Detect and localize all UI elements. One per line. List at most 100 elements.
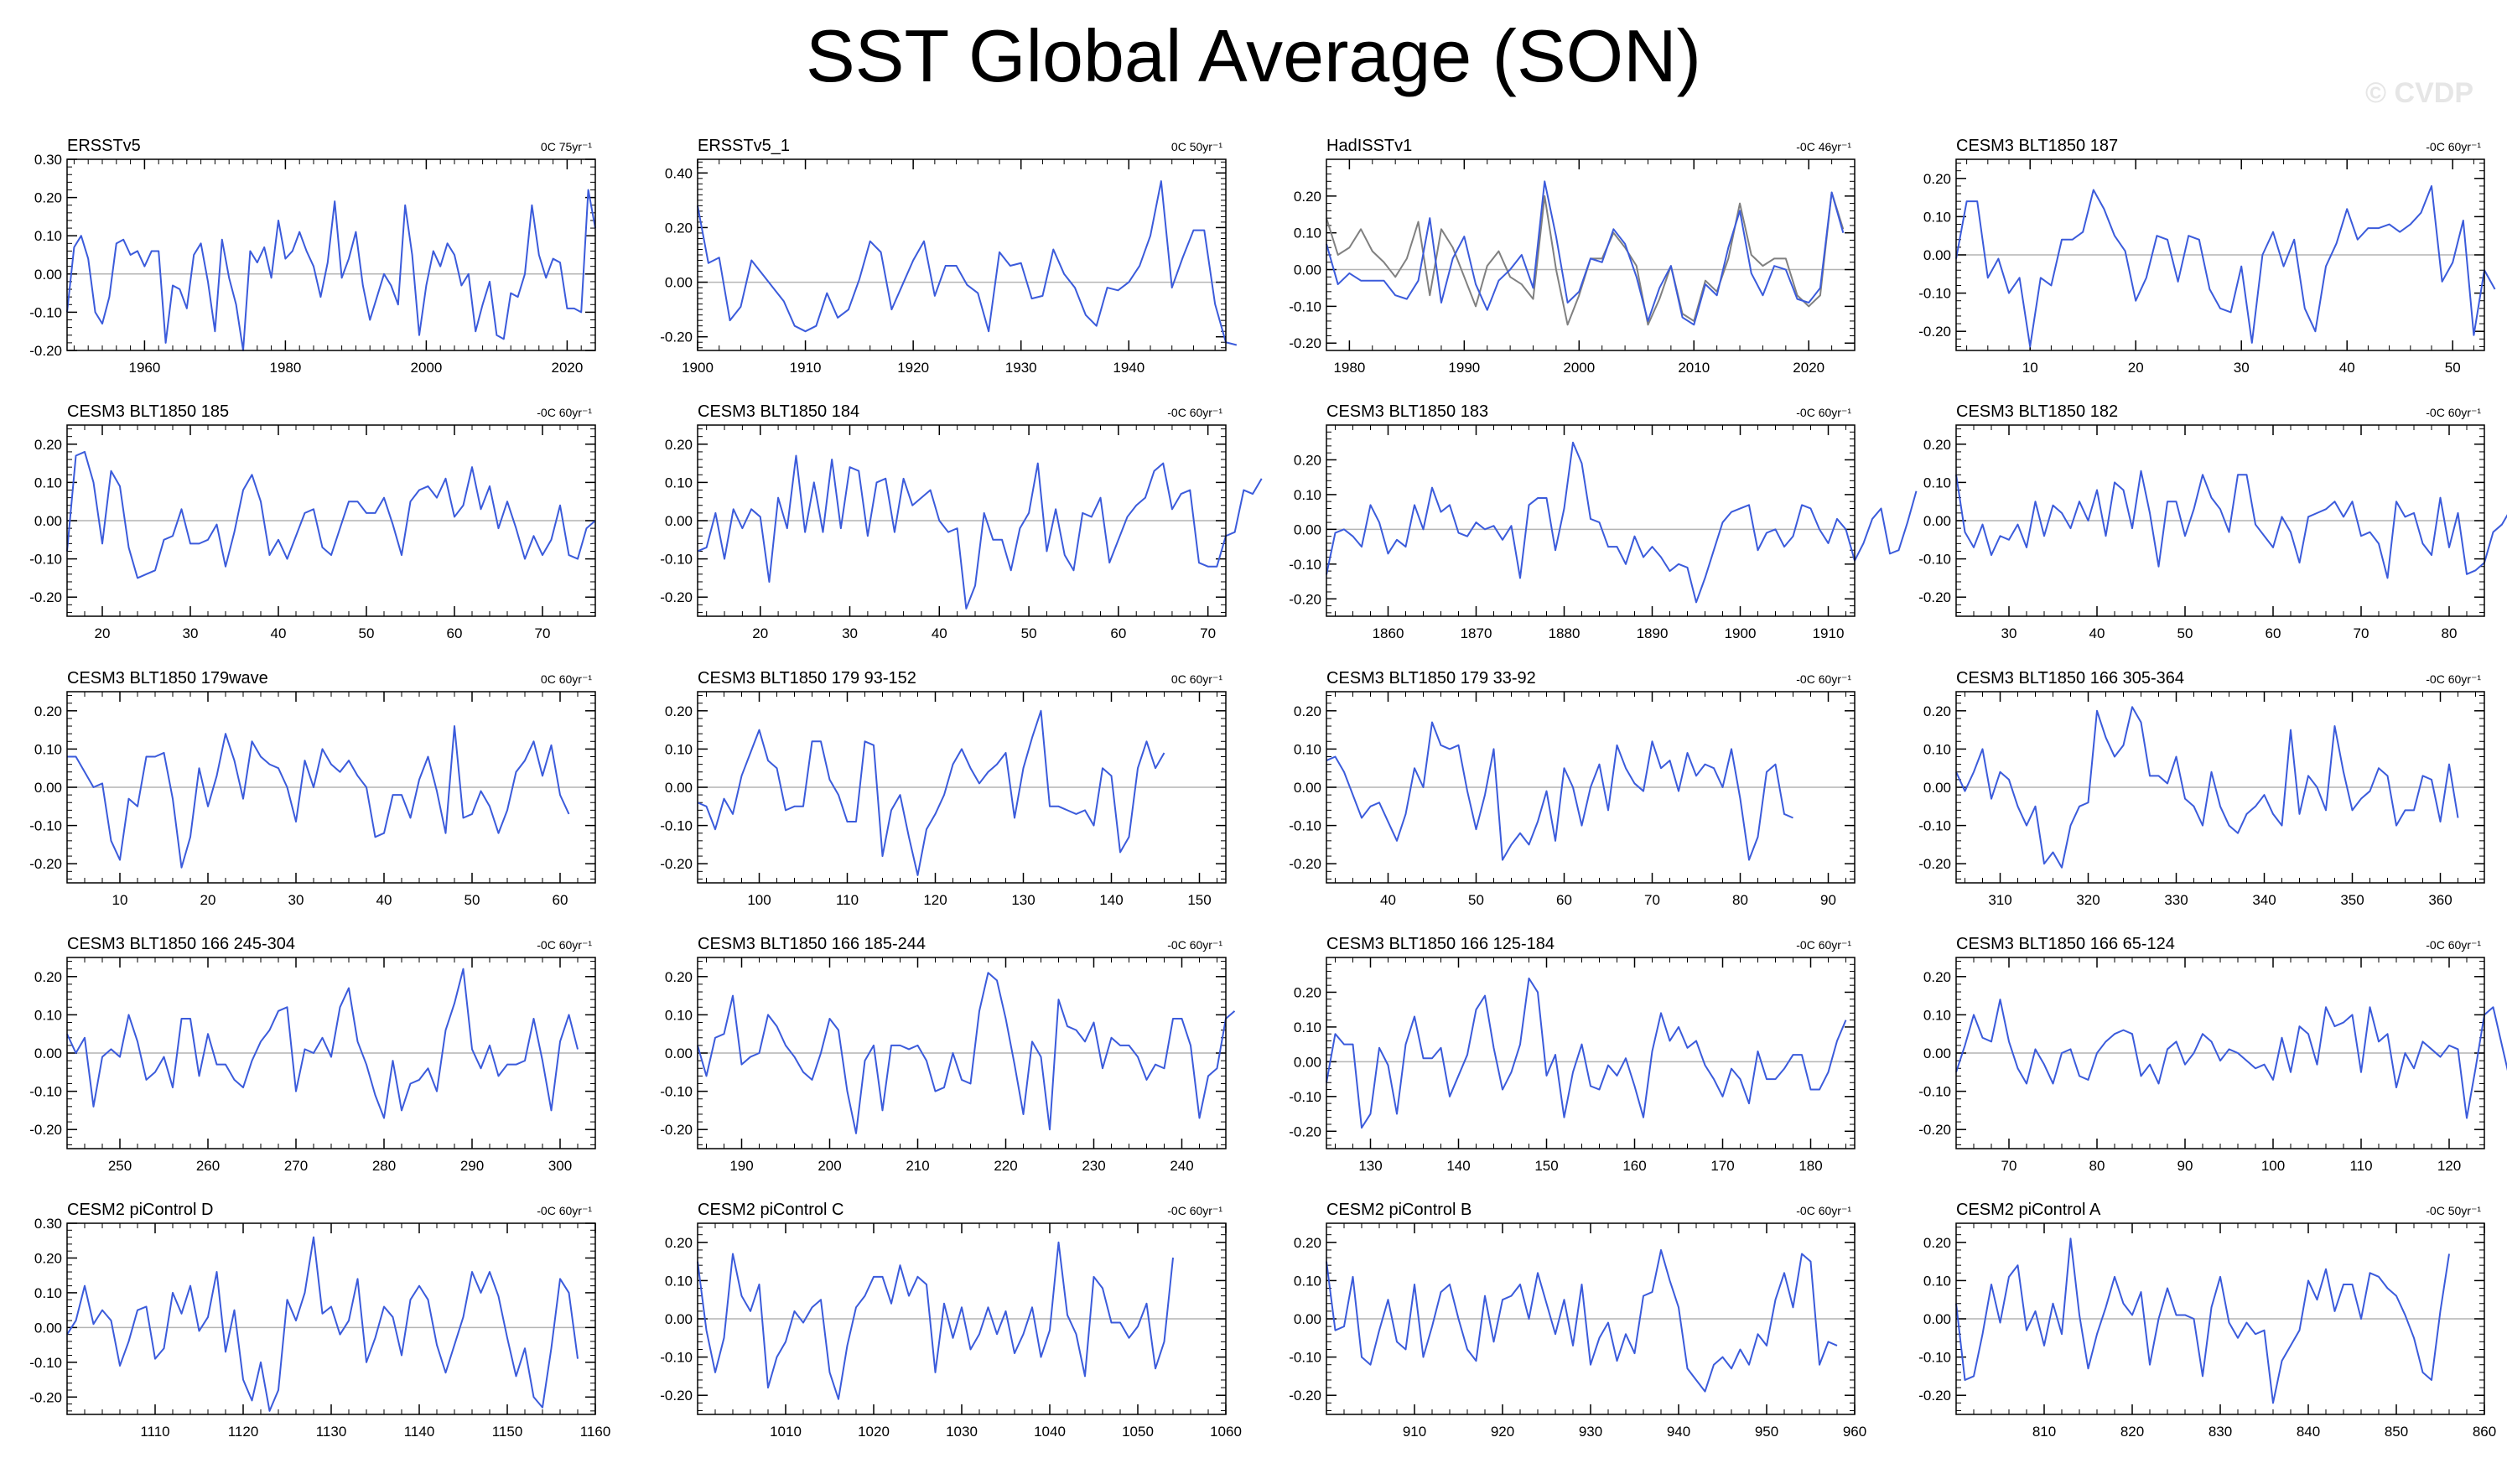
x-tick-label: 50 [1468,892,1484,908]
x-tick-label: 100 [747,892,771,908]
trend-note: -0C 60yr⁻¹ [2426,406,2481,419]
x-tick-label: 130 [1011,892,1035,908]
series-line [697,1241,1174,1400]
x-tick-label: 1140 [404,1424,435,1440]
y-tick-label: -0.10 [29,1084,62,1100]
chart-panel: ERSSTv5_1 0C 50yr⁻¹ -0.20 0.00 0.20 0.40 1900 1… [660,137,1238,376]
y-tick-label: 0.20 [1923,1235,1951,1251]
x-tick-label: 320 [2076,892,2100,908]
series-line [697,972,1236,1134]
series-line [1955,999,2507,1119]
y-tick-label: 0.00 [665,513,693,529]
trend-note: 0C 75yr⁻¹ [541,140,592,153]
x-tick-label: 70 [535,625,551,641]
x-tick-label: 860 [2473,1424,2496,1440]
plot-frame [1955,691,2485,884]
panel-title: CESM3 BLT1850 166 125-184 [1326,935,1555,953]
series-line [66,450,596,579]
y-tick-label: 0.00 [34,1046,62,1061]
plot-frame [1326,691,1856,884]
y-tick-label: 0.20 [34,1250,62,1266]
y-tick-label: -0.10 [1289,298,1321,314]
y-tick-label: 0.20 [1294,189,1321,205]
x-tick-label: 130 [1358,1158,1382,1174]
x-tick-label: 20 [752,625,768,641]
x-tick-label: 820 [2120,1424,2144,1440]
y-tick-label: 0.10 [1294,226,1321,241]
x-tick-label: 1900 [1725,625,1757,641]
chart-panel: CESM3 BLT1850 185 -0C 60yr⁻¹ -0.20 -0.10 0.0… [29,402,596,641]
chart-panel: CESM3 BLT1850 166 245-304 -0C 60yr⁻¹ -0.20… [29,935,596,1174]
y-tick-label: 0.20 [1923,171,1951,187]
y-tick-label: 0.20 [1923,703,1951,719]
y-tick-label: 0.20 [34,190,62,206]
x-tick-label: 810 [2032,1424,2056,1440]
y-tick-label: -0.20 [1918,856,1951,872]
x-tick-label: 10 [2022,360,2038,376]
y-tick-label: -0.20 [1289,1123,1321,1139]
y-tick-label: 0.00 [1294,262,1321,278]
y-tick-label: 0.20 [34,703,62,719]
x-tick-label: 30 [288,892,304,908]
chart-panel: CESM3 BLT1850 179 93-152 0C 60yr⁻¹ -0.20 -0… [660,669,1227,908]
y-tick-label: -0.10 [29,1355,62,1371]
y-tick-label: -0.20 [1289,1388,1321,1404]
y-tick-label: -0.10 [1918,818,1951,834]
y-tick-label: 0.00 [665,1311,693,1327]
chart-panel: CESM3 BLT1850 166 65-124 -0C 60yr⁻¹ -0.20 -… [1918,935,2507,1174]
x-tick-label: 240 [1170,1158,1193,1174]
plot-frame [66,424,596,617]
plot-frame [66,158,596,351]
plot-frame [697,691,1227,884]
plot-frame [66,691,596,884]
x-tick-label: 2000 [1563,360,1595,376]
plot-frame [1326,957,1856,1149]
panel-title: CESM3 BLT1850 179 33-92 [1326,669,1536,688]
x-tick-label: 260 [196,1158,220,1174]
y-tick-label: 0.10 [1923,1007,1951,1023]
y-tick-label: 0.20 [1294,452,1321,468]
panel-title: CESM3 BLT1850 166 185-244 [698,935,926,953]
x-tick-label: 160 [1622,1158,1646,1174]
panel-title: CESM3 BLT1850 166 305-364 [1956,669,2184,688]
trend-note: -0C 60yr⁻¹ [537,406,592,419]
x-tick-label: 150 [1534,1158,1558,1174]
chart-panel: CESM2 piControl A -0C 50yr⁻¹ -0.20 -0.10 0.0… [1918,1201,2496,1440]
x-tick-label: 1910 [1813,625,1845,641]
x-tick-label: 1050 [1122,1424,1154,1440]
x-tick-label: 1130 [316,1424,347,1440]
x-tick-label: 830 [2209,1424,2232,1440]
y-tick-label: 0.10 [1923,209,1951,225]
y-tick-label: -0.10 [29,552,62,568]
x-tick-label: 50 [2445,360,2461,376]
series-line [1955,706,2459,869]
y-tick-label: 0.20 [665,969,693,985]
y-tick-label: -0.10 [1289,1089,1321,1105]
x-tick-label: 360 [2428,892,2452,908]
y-tick-label: 0.00 [665,1046,693,1061]
chart-panel: CESM3 BLT1850 182 -0C 60yr⁻¹ -0.20 -0.10 0.0… [1918,402,2507,641]
chart-panel: CESM3 BLT1850 179 33-92 -0C 60yr⁻¹ -0.20 -0… [1289,669,1856,908]
chart-panel: CESM3 BLT1850 183 -0C 60yr⁻¹ -0.20 -0.10 0.0… [1289,402,1918,641]
chart-panel: CESM3 BLT1850 184 -0C 60yr⁻¹ -0.20 -0.10 0.0… [660,402,1263,641]
x-tick-label: 70 [2001,1158,2017,1174]
x-tick-label: 910 [1403,1424,1426,1440]
series-line [1955,470,2507,579]
trend-note: -0C 60yr⁻¹ [2426,140,2481,153]
trend-note: 0C 60yr⁻¹ [1171,672,1222,686]
trend-note: -0C 60yr⁻¹ [1167,406,1222,419]
series-line [1326,1248,1838,1393]
x-tick-label: 50 [1021,625,1037,641]
y-tick-label: 0.00 [34,780,62,796]
plot-frame [66,1222,596,1415]
y-tick-label: -0.10 [1918,552,1951,568]
y-tick-label: 0.30 [34,1216,62,1232]
x-tick-label: 1020 [858,1424,890,1440]
x-tick-label: 60 [2266,625,2281,641]
y-tick-label: 0.10 [1294,741,1321,757]
y-tick-label: 0.10 [34,228,62,244]
x-tick-label: 170 [1710,1158,1734,1174]
x-tick-label: 90 [2177,1158,2193,1174]
x-tick-label: 1120 [228,1424,259,1440]
y-tick-label: 0.20 [1923,437,1951,453]
